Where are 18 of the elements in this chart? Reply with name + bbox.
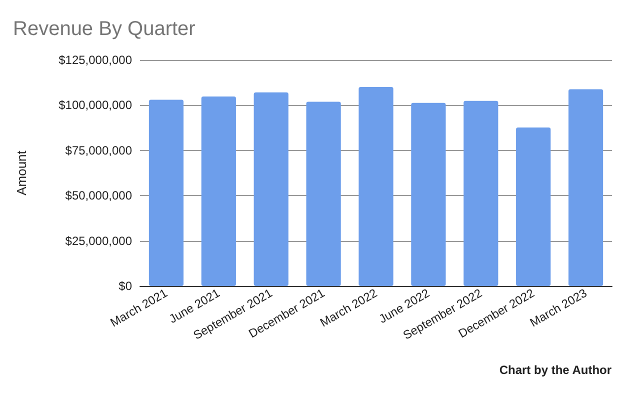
bar <box>568 89 604 286</box>
bar <box>201 96 236 286</box>
bar <box>148 100 184 286</box>
y-tick-label: $50,000,000 <box>65 188 132 203</box>
y-tick-label: $0 <box>118 279 132 293</box>
bar <box>464 100 498 286</box>
y-tick-label: $125,000,000 <box>58 53 132 67</box>
y-tick-label: $75,000,000 <box>65 143 132 158</box>
bar <box>411 102 446 286</box>
y-tick-label: $25,000,000 <box>65 234 132 248</box>
y-tick-label: $100,000,000 <box>58 98 132 112</box>
chart-title: Revenue By Quarter <box>13 18 196 40</box>
y-axis-title: Amount <box>14 150 29 196</box>
bar <box>516 127 551 286</box>
bar <box>254 92 288 286</box>
bar <box>306 102 341 286</box>
bar <box>358 86 394 286</box>
text: Chart by the Author <box>499 363 612 377</box>
